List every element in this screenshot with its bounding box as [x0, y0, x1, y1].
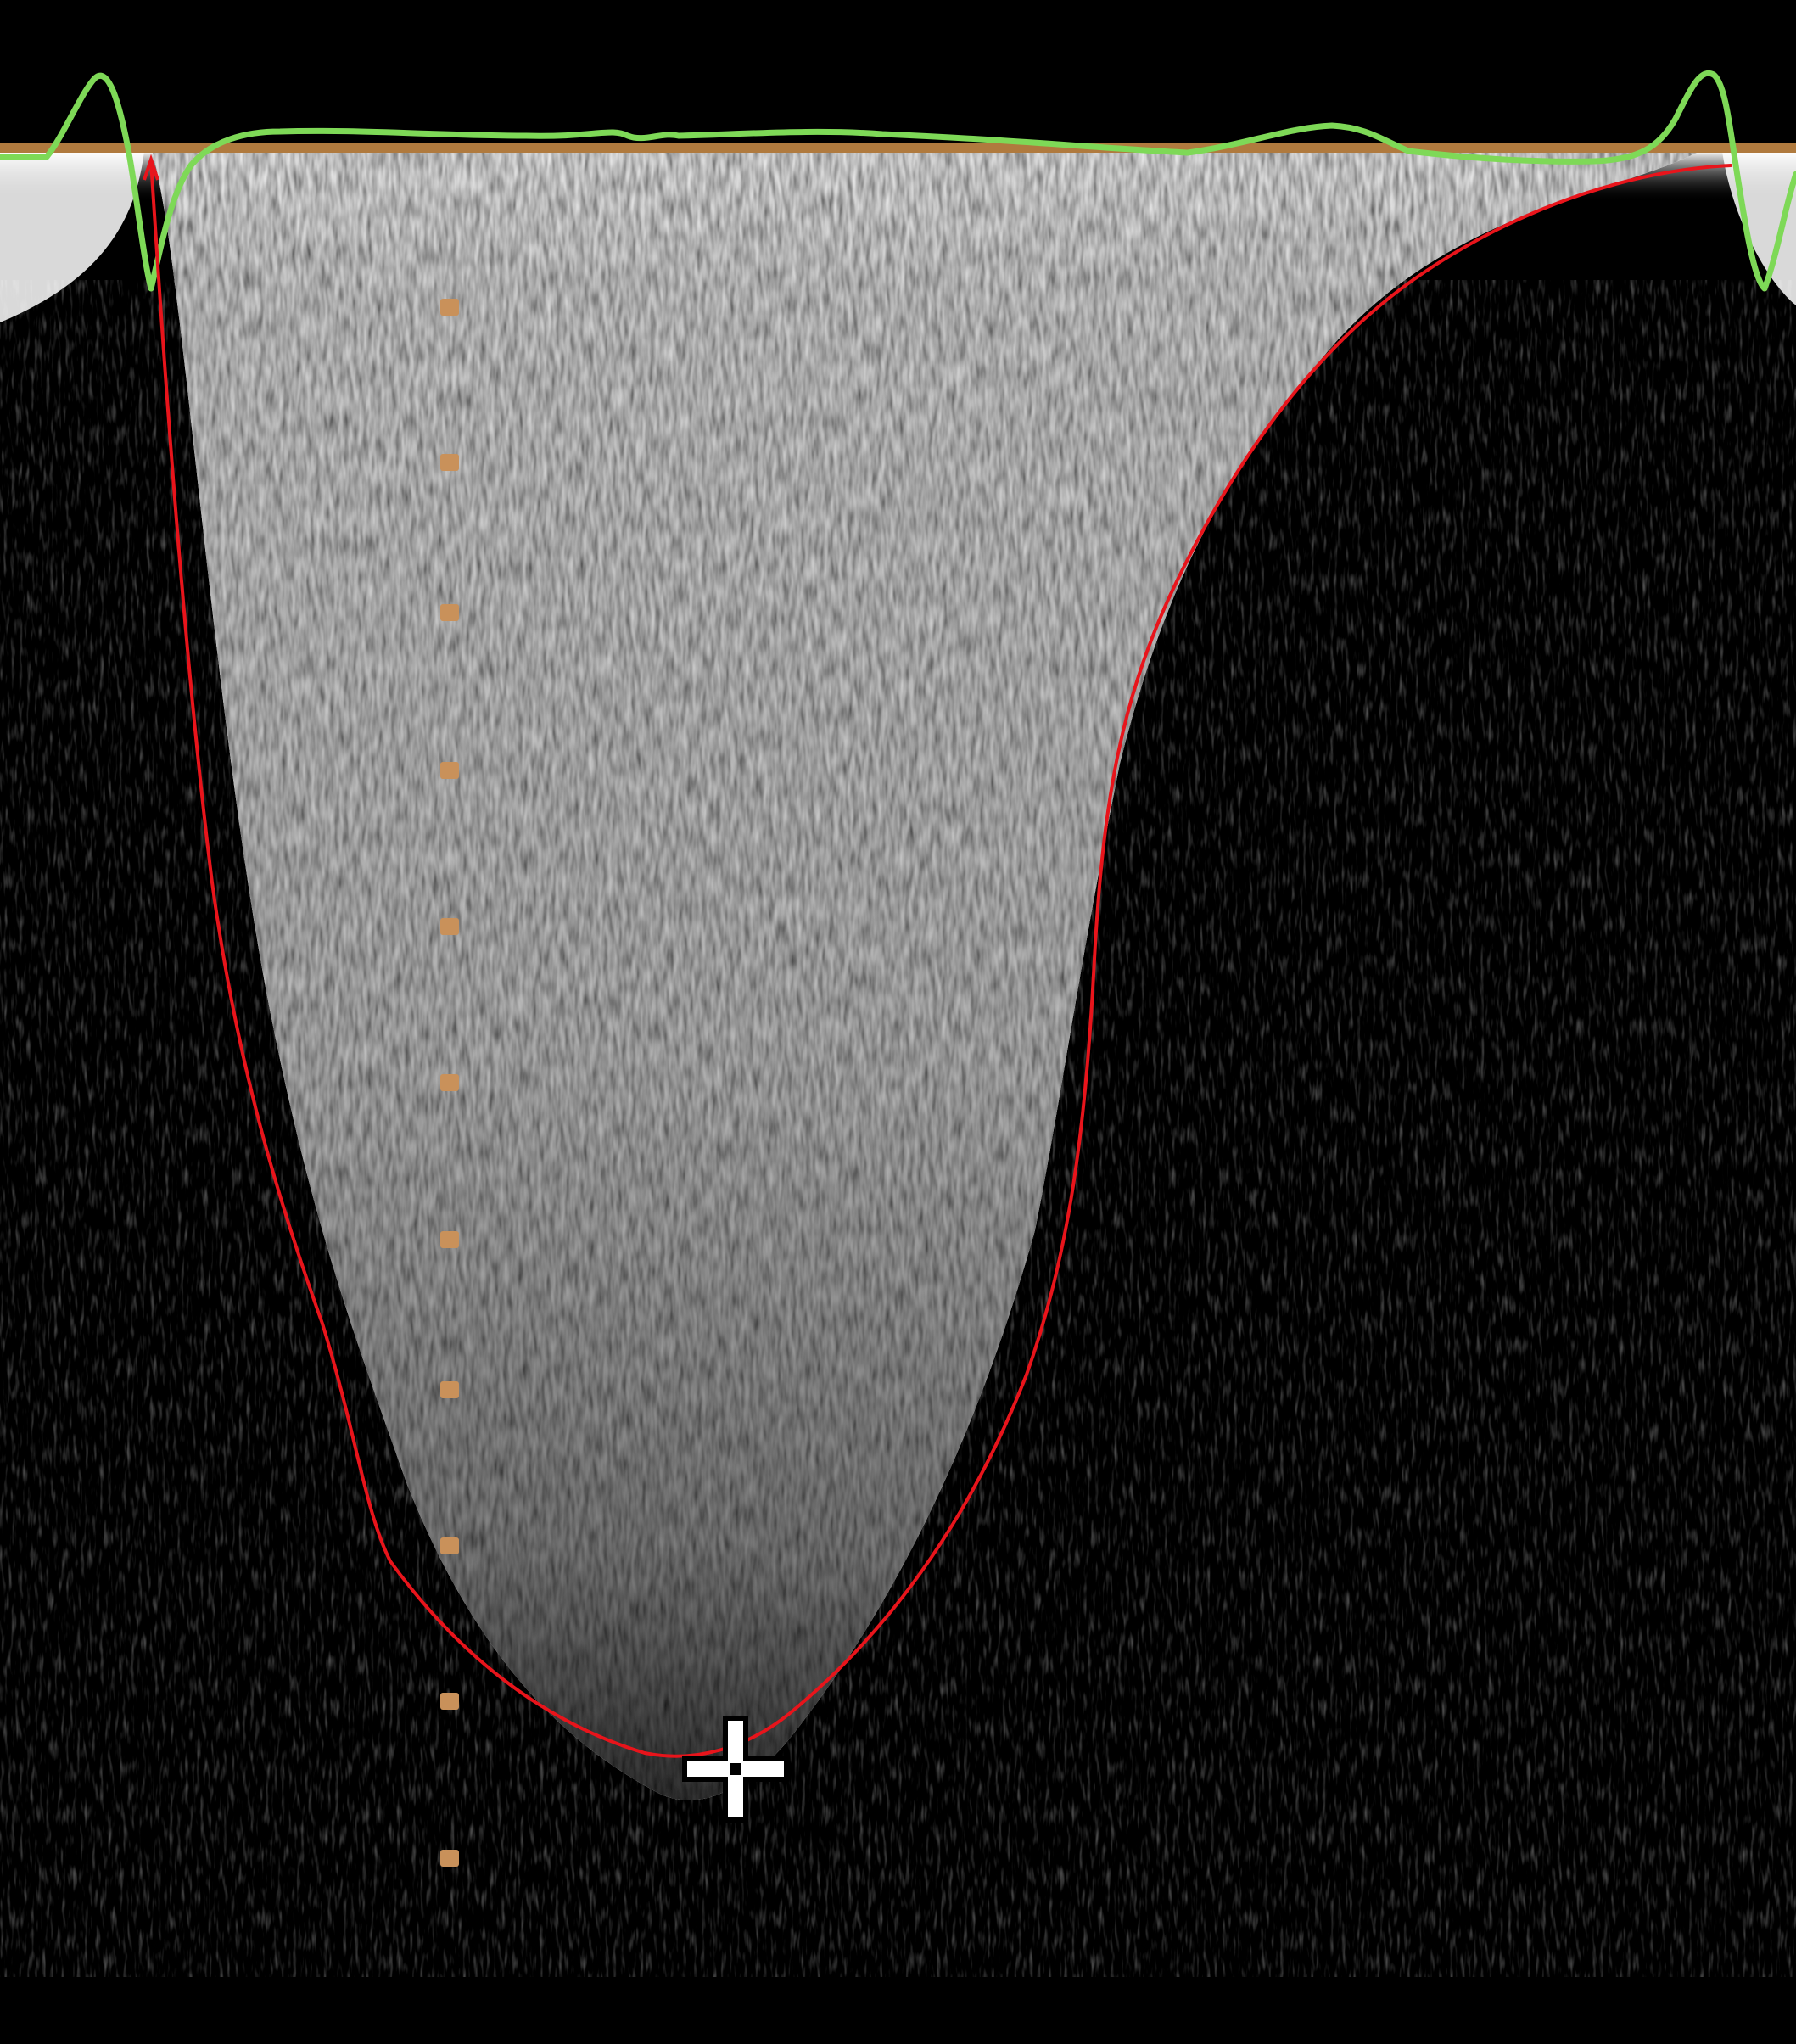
depth-marker: [440, 299, 459, 316]
depth-marker-column: [440, 299, 459, 1867]
depth-marker: [440, 1381, 459, 1398]
velocity-envelope-trace: [149, 160, 1732, 1758]
envelope-start-arrow-icon: [143, 154, 159, 181]
spectral-waveform: [153, 153, 1697, 1800]
depth-marker: [440, 454, 459, 471]
depth-marker: [440, 1231, 459, 1248]
depth-marker: [440, 918, 459, 935]
depth-marker: [440, 762, 459, 779]
ecg-trace: [0, 70, 1796, 292]
baseline: [0, 143, 1796, 153]
depth-marker: [440, 604, 459, 621]
bottom-bar: [0, 1977, 1796, 2044]
depth-marker: [440, 1537, 459, 1554]
crosshair-icon[interactable]: [682, 1716, 789, 1823]
left-spectral-edge: [0, 151, 144, 322]
depth-marker: [440, 1693, 459, 1710]
depth-marker: [440, 1850, 459, 1867]
depth-marker: [440, 1074, 459, 1091]
